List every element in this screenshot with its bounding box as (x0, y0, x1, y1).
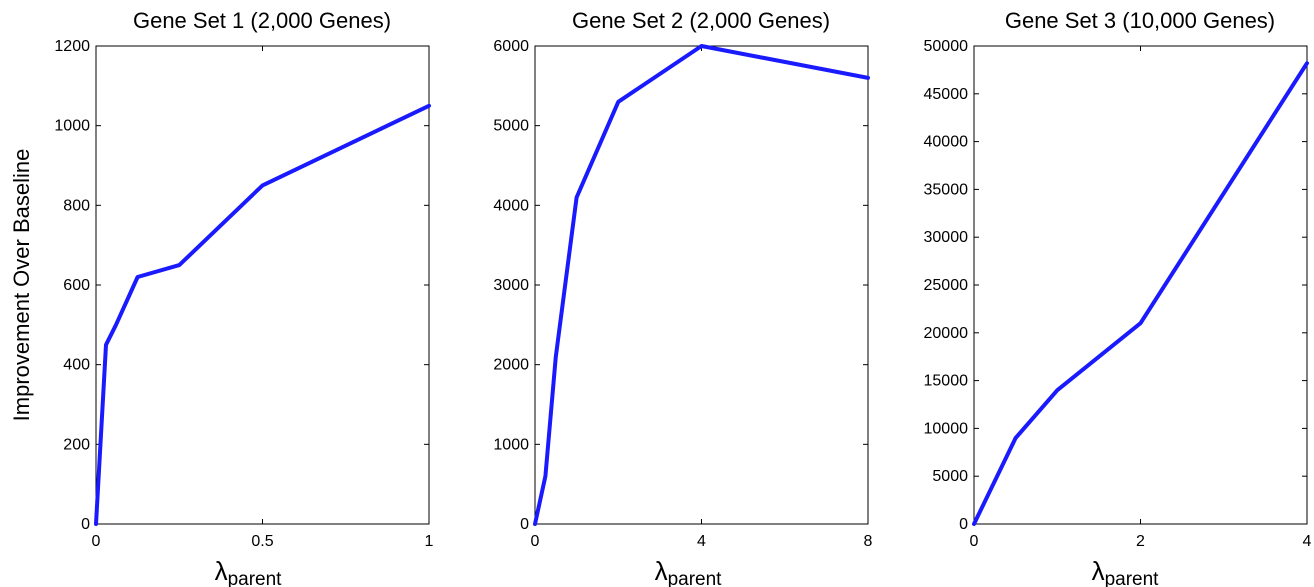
panel-gene-set-1: Gene Set 1 (2,000 Genes) 020040060080010… (54, 8, 433, 587)
y-tick-label: 50000 (924, 38, 969, 55)
y-tick-label: 10000 (924, 420, 969, 437)
plot-area: 0 200 400 600 800 1000 1200 0 0.5 1 (54, 38, 433, 550)
panel-title: Gene Set 3 (10,000 Genes) (1005, 8, 1275, 33)
x-tick-label: 2 (1136, 533, 1145, 550)
y-tick-label: 5000 (932, 468, 968, 485)
x-axis-label-symbol: λ (215, 556, 228, 586)
y-tick-label: 2000 (493, 357, 529, 374)
panel-gene-set-3: Gene Set 3 (10,000 Genes) 0 5000 10000 1500… (924, 8, 1312, 587)
x-axis-label-subscript: parent (228, 569, 283, 587)
y-tick-label: 40000 (924, 134, 969, 151)
series-line (533, 44, 870, 526)
y-tick-label: 4000 (493, 197, 529, 214)
panel-title: Gene Set 1 (2,000 Genes) (133, 8, 391, 33)
y-axis-label: Improvement Over Baseline (9, 149, 34, 422)
axes-frame (973, 45, 1308, 525)
panel-title: Gene Set 2 (2,000 Genes) (572, 8, 830, 33)
axes-frame (95, 45, 430, 525)
x-axis-label-symbol: λ (655, 556, 668, 586)
y-tick-label: 6000 (493, 38, 529, 55)
series-line (94, 103, 431, 526)
axes-frame (534, 45, 869, 525)
x-tick-label: 0.5 (251, 533, 273, 550)
x-axis-label-subscript: parent (668, 569, 723, 587)
panel-gene-set-2: Gene Set 2 (2,000 Genes) 010002000300040… (493, 8, 872, 587)
y-tick-label: 1000 (54, 118, 90, 135)
x-axis-label: λparent (1092, 556, 1160, 587)
y-tick-label: 5000 (493, 118, 529, 135)
y-tick-label: 1000 (493, 436, 529, 453)
series-line (972, 61, 1309, 526)
x-tick-label: 8 (864, 533, 873, 550)
x-axis-label: λparent (655, 556, 723, 587)
x-tick-label: 1 (425, 533, 434, 550)
y-tick-label: 30000 (924, 229, 969, 246)
y-tick-label: 1200 (54, 38, 90, 55)
x-tick-label: 0 (970, 533, 979, 550)
x-axis-label: λparent (215, 556, 283, 587)
y-tick-label: 200 (63, 436, 90, 453)
x-axis-label-subscript: parent (1105, 569, 1160, 587)
y-tick-label: 800 (63, 197, 90, 214)
y-tick-label: 0 (81, 516, 90, 533)
y-tick-label: 25000 (924, 277, 969, 294)
y-tick-label: 0 (959, 516, 968, 533)
y-tick-label: 3000 (493, 277, 529, 294)
y-tick-label: 400 (63, 357, 90, 374)
x-tick-label: 0 (531, 533, 540, 550)
x-tick-label: 4 (1303, 533, 1312, 550)
y-tick-label: 0 (520, 516, 529, 533)
x-tick-label: 0 (92, 533, 101, 550)
plot-area: 0 1000 2000 3000 4000 5000 6000 0 4 8 (493, 38, 872, 550)
x-axis-label-symbol: λ (1092, 556, 1105, 586)
plot-area: 0 5000 10000 15000 20000 25000 30000 35000 40000… (924, 38, 1312, 550)
x-tick-label: 4 (697, 533, 706, 550)
y-tick-label: 15000 (924, 373, 969, 390)
y-tick-label: 35000 (924, 181, 969, 198)
y-tick-label: 600 (63, 277, 90, 294)
y-tick-label: 20000 (924, 325, 969, 342)
y-tick-label: 45000 (924, 86, 969, 103)
